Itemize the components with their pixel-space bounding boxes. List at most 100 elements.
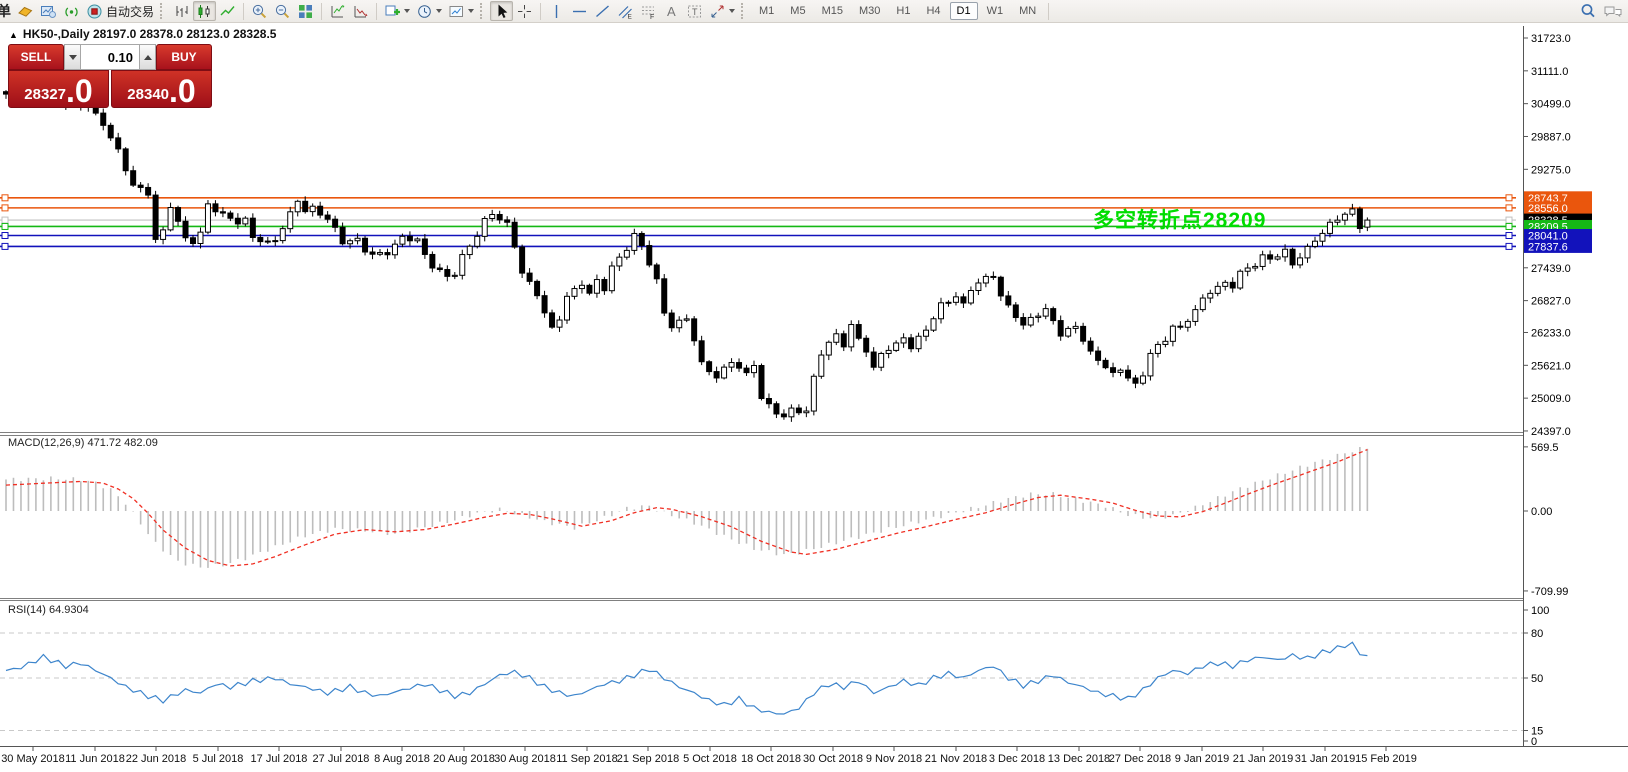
text-button[interactable]: A — [660, 1, 683, 21]
candle — [197, 231, 204, 244]
candle — [459, 254, 466, 276]
volume-input[interactable]: 0.10 — [81, 44, 139, 70]
fibonacci-button[interactable]: F — [637, 1, 660, 21]
volume-increase-button[interactable] — [139, 44, 156, 70]
date-tick-label: 21 Jan 2019 — [1233, 753, 1294, 765]
rsi-tick-label: 80 — [1531, 628, 1543, 640]
timeframe-mn[interactable]: MN — [1012, 2, 1043, 20]
horizontal-line-button[interactable] — [568, 1, 591, 21]
timeframe-d1[interactable]: D1 — [949, 2, 978, 20]
indicator-window-button[interactable] — [326, 1, 349, 21]
chart-annotation-text[interactable]: 多空转折点28209 — [1093, 209, 1267, 232]
timeframe-m1[interactable]: M1 — [752, 2, 781, 20]
timeframe-h4[interactable]: H4 — [919, 2, 947, 20]
candle — [1341, 213, 1348, 221]
signal-button[interactable] — [60, 1, 83, 21]
date-tick-label: 31 Jan 2019 — [1295, 753, 1356, 765]
candle — [534, 280, 541, 297]
price-hline-28209.5[interactable] — [0, 222, 1516, 230]
rsi-line — [5, 641, 1368, 715]
arrows-button[interactable] — [706, 1, 738, 21]
vertical-line-button[interactable] — [545, 1, 568, 21]
timeframe-m5[interactable]: M5 — [783, 2, 812, 20]
date-tick-label: 3 Dec 2018 — [989, 753, 1045, 765]
timeframe-m30[interactable]: M30 — [852, 2, 887, 20]
order-book-button[interactable] — [14, 1, 37, 21]
candle — [990, 275, 997, 278]
candle — [130, 170, 137, 186]
candle — [100, 112, 107, 126]
price-tick-label: 31723.0 — [1531, 33, 1571, 45]
candle — [1072, 325, 1079, 329]
trendline-button[interactable] — [591, 1, 614, 21]
cursor-button[interactable] — [490, 1, 514, 21]
candle — [848, 324, 855, 348]
candles-layer — [3, 89, 1371, 422]
indicator-add-icon — [352, 3, 369, 20]
candle — [661, 278, 668, 314]
autotrading-button[interactable]: 自动交易 — [83, 1, 157, 21]
candle — [287, 211, 294, 230]
price-axis[interactable]: 31723.0 31111.0 30499.0 29887.0 29275.0 27439… — [1523, 33, 1571, 438]
timeframe-w1[interactable]: W1 — [980, 2, 1011, 20]
buy-button[interactable]: BUY — [156, 44, 212, 70]
new-chart-button[interactable] — [381, 1, 413, 21]
chart-title: ▲ HK50-,Daily 28197.0 28378.0 28123.0 283… — [9, 27, 276, 41]
macd-axis[interactable]: 569.5 0.00 -709.99 — [1523, 442, 1568, 598]
candle — [1110, 367, 1117, 373]
crosshair-button[interactable] — [513, 1, 536, 21]
zoom-out-button[interactable] — [271, 1, 294, 21]
candle — [399, 235, 406, 245]
tile-windows-button[interactable] — [294, 1, 317, 21]
search-icon — [1579, 2, 1597, 20]
indicator-add-button[interactable] — [349, 1, 372, 21]
timeframe-h1[interactable]: H1 — [889, 2, 917, 20]
candle — [444, 269, 451, 277]
chart-title-text: HK50-,Daily 28197.0 28378.0 28123.0 2832… — [22, 27, 277, 41]
date-tick-label: 21 Nov 2018 — [925, 753, 987, 765]
price-hline-28743.7[interactable] — [0, 194, 1516, 202]
zoom-in-button[interactable] — [248, 1, 271, 21]
search-button[interactable] — [1576, 1, 1600, 21]
candle — [436, 267, 443, 271]
text-label-button[interactable]: T — [683, 1, 706, 21]
candle — [1184, 320, 1191, 328]
candle — [526, 272, 533, 282]
new-chart-icon — [384, 3, 401, 20]
line-chart-button[interactable] — [216, 1, 239, 21]
periods-button[interactable] — [413, 1, 445, 21]
rsi-axis[interactable]: 100 80 50 150 — [1523, 605, 1549, 748]
rsi-levels — [0, 632, 1523, 731]
price-hline-28556.0[interactable] — [0, 204, 1516, 212]
collapse-icon[interactable]: ▲ — [9, 30, 18, 40]
candle — [571, 288, 578, 297]
zoom-out-icon — [274, 3, 291, 20]
candle — [1214, 285, 1221, 294]
templates-button[interactable] — [445, 1, 477, 21]
macd-layer — [5, 447, 1369, 568]
rsi-layer — [5, 641, 1368, 715]
buy-price-button[interactable]: 28340.0 — [111, 70, 212, 108]
date-axis[interactable]: 30 May 2018 11 Jun 2018 22 Jun 2018 5 Jul 2… — [1, 746, 1417, 765]
price-hline-28041.0[interactable] — [0, 232, 1516, 240]
price-hline-27837.6[interactable] — [0, 242, 1516, 250]
sell-price-button[interactable]: 28327.0 — [8, 70, 109, 108]
buy-price-big-digit: .0 — [169, 73, 196, 110]
volume-decrease-button[interactable] — [64, 44, 81, 70]
candle — [728, 362, 735, 368]
chat-button[interactable] — [1600, 1, 1626, 21]
timeframe-m15[interactable]: M15 — [815, 2, 850, 20]
chart-window-button[interactable] — [37, 1, 60, 21]
candle — [952, 296, 959, 303]
candlestick-button[interactable] — [193, 1, 217, 21]
bar-chart-button[interactable] — [170, 1, 193, 21]
candle — [960, 296, 967, 304]
candle — [885, 349, 892, 354]
sell-button[interactable]: SELL — [8, 44, 64, 70]
candle — [1102, 359, 1109, 369]
channel-button[interactable]: E — [614, 1, 637, 21]
chart-canvas[interactable]: 31723.0 31111.0 30499.0 29887.0 29275.0 27439… — [0, 24, 1628, 772]
candle — [1274, 256, 1281, 260]
candle — [833, 333, 840, 343]
new-order-button[interactable]: 单 — [0, 3, 11, 19]
